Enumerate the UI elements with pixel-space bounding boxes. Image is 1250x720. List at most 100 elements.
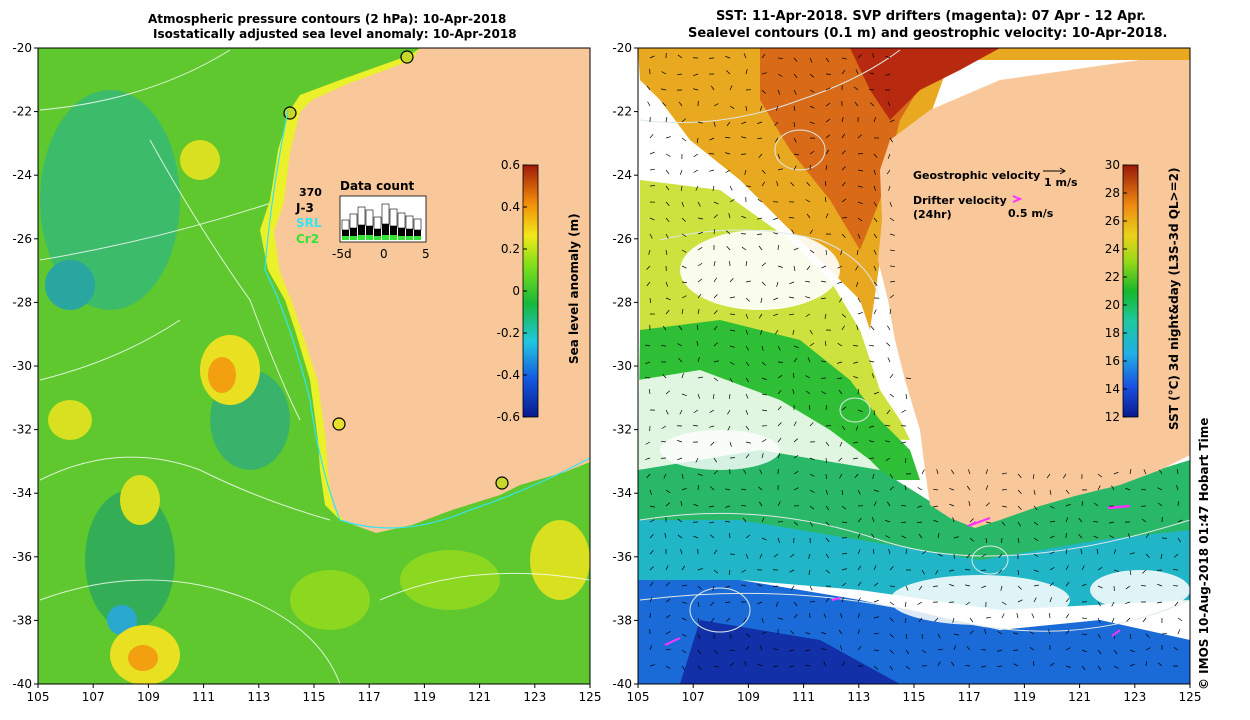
velocity-arrow	[886, 409, 891, 415]
velocity-arrow	[773, 297, 779, 301]
velocity-arrow	[665, 614, 671, 619]
tide-station	[332, 417, 346, 431]
velocity-arrow	[806, 265, 811, 271]
lon-tick-label: 119	[1013, 690, 1036, 704]
velocity-arrow	[1033, 569, 1039, 573]
velocity-arrow	[806, 182, 811, 187]
velocity-arrow	[808, 405, 811, 411]
velocity-arrow	[857, 518, 862, 523]
velocity-arrow	[693, 88, 699, 91]
velocity-arrow	[871, 517, 875, 523]
velocity-arrow	[1081, 583, 1087, 587]
data-count-value: 370	[299, 186, 322, 199]
velocity-arrow	[981, 553, 987, 558]
velocity-arrow	[1145, 647, 1151, 651]
velocity-arrow	[857, 581, 862, 587]
velocity-arrow	[1129, 663, 1135, 667]
data-count-bar	[358, 235, 365, 240]
data-count-inset	[339, 195, 427, 243]
velocity-arrow	[725, 56, 731, 59]
velocity-arrow	[728, 213, 731, 219]
velocity-arrow	[889, 249, 895, 252]
velocity-arrow	[841, 568, 847, 571]
velocity-arrow	[725, 488, 731, 491]
velocity-arrow	[889, 309, 892, 315]
velocity-arrow	[1029, 647, 1035, 651]
velocity-arrow	[645, 344, 651, 347]
velocity-arrow	[745, 345, 749, 351]
velocity-arrow	[807, 357, 811, 363]
velocity-arrow	[904, 617, 907, 623]
velocity-arrow	[969, 518, 974, 523]
velocity-arrow	[677, 343, 683, 347]
velocity-arrow	[841, 325, 845, 331]
velocity-arrow	[681, 584, 687, 587]
velocity-arrow	[697, 262, 703, 267]
data-count-bar	[398, 228, 405, 236]
velocity-arrow	[984, 629, 987, 635]
geostrophic-label: Geostrophic velocity	[913, 169, 1040, 182]
drifter-track	[664, 637, 681, 646]
velocity-arrow	[966, 485, 971, 491]
velocity-arrow	[809, 505, 815, 510]
velocity-arrow	[839, 473, 843, 479]
velocity-arrow	[745, 633, 751, 637]
lat-tick-label: -34	[612, 486, 632, 500]
velocity-arrow	[708, 153, 715, 155]
lon-tick-label: 111	[192, 690, 215, 704]
velocity-arrow	[713, 294, 718, 299]
velocity-arrow	[649, 151, 655, 155]
velocity-arrow	[998, 553, 1003, 558]
velocity-arrow	[1160, 553, 1163, 559]
velocity-arrow	[729, 662, 735, 667]
velocity-arrow	[872, 53, 875, 59]
velocity-arrow	[873, 153, 878, 159]
legend-j3: J-3	[295, 201, 314, 215]
velocity-arrow	[649, 168, 655, 171]
velocity-arrow	[677, 73, 683, 76]
lat-tick-label: -28	[12, 295, 32, 309]
velocity-arrow	[761, 345, 764, 351]
velocity-arrow	[1142, 617, 1147, 623]
velocity-arrow	[777, 537, 780, 543]
velocity-arrow	[681, 487, 687, 491]
velocity-arrow	[805, 632, 811, 635]
velocity-arrow	[727, 425, 731, 431]
velocity-arrow	[839, 645, 843, 651]
velocity-arrow	[857, 409, 863, 413]
velocity-arrow	[952, 617, 955, 623]
velocity-arrow	[871, 373, 875, 379]
velocity-arrow	[697, 601, 700, 607]
velocity-arrow	[873, 265, 877, 271]
lat-tick-label: -36	[612, 550, 632, 564]
velocity-arrow	[885, 520, 891, 523]
velocity-arrow	[1126, 617, 1131, 622]
velocity-arrow	[1033, 505, 1038, 511]
velocity-arrow	[745, 534, 751, 539]
velocity-arrow	[870, 325, 875, 331]
velocity-arrow	[773, 232, 779, 235]
velocity-arrow	[1157, 662, 1163, 667]
velocity-arrow	[821, 297, 827, 300]
lon-tick-label: 123	[1123, 690, 1146, 704]
velocity-arrow	[1142, 569, 1147, 574]
velocity-arrow	[825, 213, 829, 219]
velocity-arrow	[854, 101, 859, 107]
velocity-arrow	[679, 169, 683, 175]
velocity-arrow	[793, 89, 797, 95]
velocity-arrow	[841, 489, 844, 495]
velocity-arrow	[646, 85, 651, 91]
drifter-scale-arrow	[1012, 195, 1023, 203]
velocity-arrow	[713, 360, 719, 363]
velocity-arrow	[697, 201, 701, 207]
velocity-arrow	[791, 229, 795, 235]
velocity-arrow	[665, 598, 671, 603]
velocity-arrow	[744, 169, 747, 175]
velocity-arrow	[1049, 489, 1052, 495]
velocity-arrow	[1097, 601, 1101, 607]
velocity-arrow	[937, 661, 941, 667]
velocity-arrow	[1177, 537, 1181, 543]
velocity-arrow	[966, 645, 971, 651]
tide-station	[283, 106, 297, 120]
velocity-arrow	[789, 296, 795, 299]
